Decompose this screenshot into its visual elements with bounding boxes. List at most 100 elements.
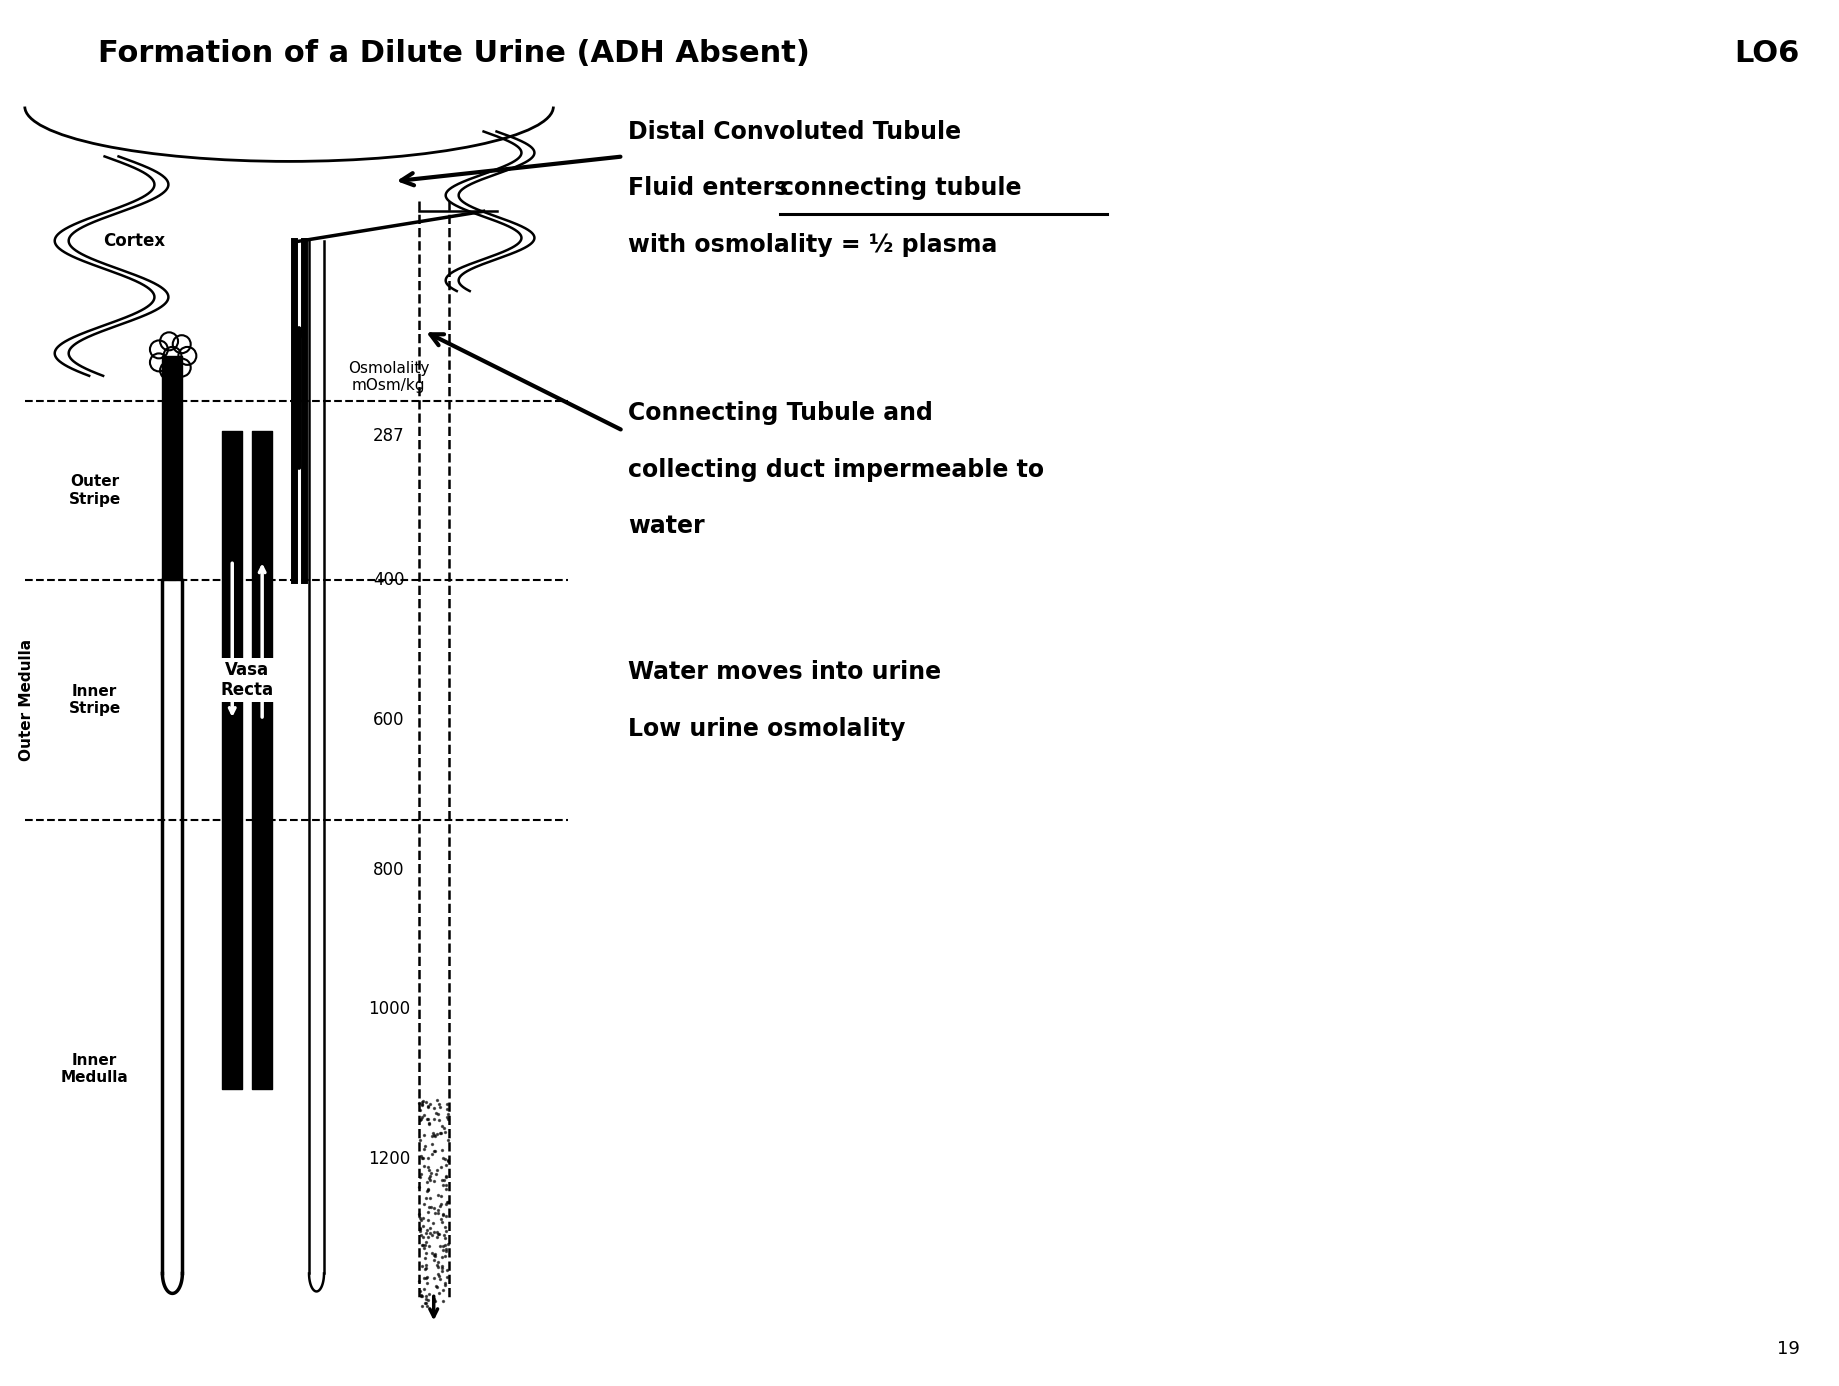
Point: [408, 1216, 438, 1238]
Point: [427, 1121, 456, 1143]
Point: [428, 1289, 458, 1311]
Point: [410, 1267, 440, 1289]
Point: [416, 1163, 445, 1185]
Point: [427, 1139, 456, 1161]
Point: [430, 1238, 460, 1260]
Point: [421, 1243, 451, 1265]
Text: Osmolality
mOsm/kg: Osmolality mOsm/kg: [348, 360, 430, 394]
Point: [430, 1178, 460, 1200]
Point: [414, 1167, 443, 1189]
Point: [406, 1283, 436, 1306]
Point: [405, 1279, 434, 1301]
Text: 19: 19: [1776, 1340, 1800, 1358]
Point: [410, 1124, 440, 1146]
Point: [432, 1094, 462, 1116]
Point: [412, 1218, 441, 1240]
Point: [417, 1132, 447, 1155]
Point: [408, 1105, 438, 1127]
Point: [432, 1098, 462, 1120]
Point: [430, 1234, 460, 1256]
Text: Connecting Tubule and: Connecting Tubule and: [629, 401, 932, 424]
Point: [405, 1092, 434, 1114]
Point: [432, 1220, 462, 1242]
Point: [425, 1096, 454, 1119]
Point: [405, 1218, 434, 1240]
Text: Formation of a Dilute Urine (ADH Absent): Formation of a Dilute Urine (ADH Absent): [97, 39, 809, 68]
Point: [423, 1159, 452, 1181]
Point: [406, 1285, 436, 1307]
Text: 600: 600: [373, 711, 405, 729]
Point: [432, 1191, 462, 1213]
Point: [421, 1123, 451, 1145]
Point: [423, 1103, 452, 1125]
Point: [410, 1246, 440, 1268]
Text: water: water: [629, 514, 704, 539]
Point: [406, 1209, 436, 1231]
Text: Water moves into urine: Water moves into urine: [629, 660, 942, 685]
Point: [406, 1145, 436, 1167]
Point: [423, 1202, 452, 1224]
Point: [419, 1267, 449, 1289]
Point: [414, 1209, 443, 1231]
Point: [414, 1289, 443, 1311]
Point: [430, 1274, 460, 1296]
Text: 1200: 1200: [368, 1150, 410, 1168]
Point: [406, 1146, 436, 1168]
Point: [410, 1292, 440, 1314]
Point: [416, 1235, 445, 1257]
Point: [434, 1103, 463, 1125]
Point: [408, 1285, 438, 1307]
Point: [412, 1186, 441, 1209]
Point: [428, 1235, 458, 1257]
Point: [405, 1207, 434, 1229]
Point: [432, 1191, 462, 1213]
Point: [408, 1207, 438, 1229]
Point: [423, 1184, 452, 1206]
Point: [412, 1242, 441, 1264]
Point: [417, 1242, 447, 1264]
Point: [406, 1163, 436, 1185]
Point: [406, 1224, 436, 1246]
Point: [430, 1271, 460, 1293]
Point: [427, 1209, 456, 1231]
Point: [408, 1146, 438, 1168]
Text: 400: 400: [373, 571, 405, 589]
Point: [419, 1221, 449, 1243]
Point: [416, 1170, 445, 1192]
Point: [414, 1146, 443, 1168]
Point: [406, 1166, 436, 1188]
Text: LO6: LO6: [1734, 39, 1800, 68]
Point: [410, 1278, 440, 1300]
Point: [428, 1203, 458, 1225]
Point: [416, 1092, 445, 1114]
Point: [419, 1202, 449, 1224]
Point: [410, 1234, 440, 1256]
Point: [408, 1089, 438, 1112]
Point: [414, 1095, 443, 1117]
Text: Cortex: Cortex: [103, 233, 166, 251]
Point: [434, 1109, 463, 1131]
Point: [416, 1164, 445, 1186]
Text: collecting duct impermeable to: collecting duct impermeable to: [629, 457, 1045, 481]
Point: [427, 1156, 456, 1178]
Point: [425, 1195, 454, 1217]
Point: [410, 1138, 440, 1160]
Point: [419, 1245, 449, 1267]
Point: [414, 1112, 443, 1134]
Point: [412, 1285, 441, 1307]
Point: [423, 1263, 452, 1285]
Point: [423, 1250, 452, 1272]
Point: [430, 1240, 460, 1263]
Point: [427, 1193, 456, 1216]
Point: [423, 1199, 452, 1221]
Point: [414, 1178, 443, 1200]
Point: [421, 1102, 451, 1124]
Point: [412, 1295, 441, 1317]
Point: [427, 1210, 456, 1232]
Point: [430, 1174, 460, 1196]
Point: [410, 1254, 440, 1277]
Point: [432, 1232, 462, 1254]
Point: [425, 1109, 454, 1131]
Point: [421, 1163, 451, 1185]
Point: [421, 1125, 451, 1148]
